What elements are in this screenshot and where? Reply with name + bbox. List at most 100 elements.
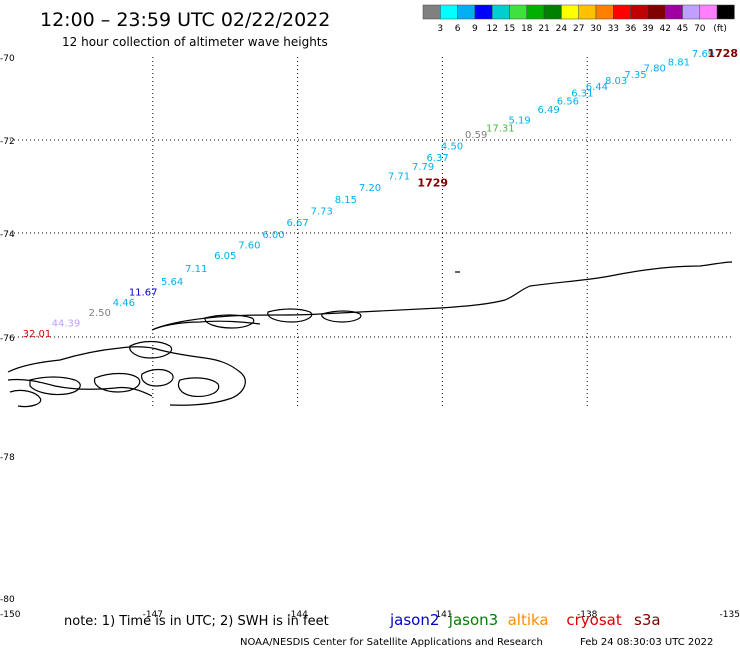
swh-point: 7.80 [644, 64, 666, 75]
scale-label: 24 [556, 24, 568, 34]
swh-point: 7.69 [692, 49, 714, 60]
y-tick-label: -70 [0, 54, 15, 64]
scale-swatch [440, 4, 458, 20]
scale-swatch [561, 4, 579, 20]
scale-label: 3 [437, 24, 443, 34]
footer-credit: NOAA/NESDIS Center for Satellite Applica… [240, 637, 543, 648]
swh-point: 7.35 [624, 70, 646, 81]
scale-swatch [647, 4, 666, 20]
x-tick-label: -147 [143, 610, 163, 620]
swh-point: 6.44 [586, 82, 608, 93]
swh-point: 7.60 [238, 241, 260, 252]
swh-point: 7.20 [359, 183, 381, 194]
coastline-segment [267, 308, 313, 323]
scale-label: 15 [504, 24, 515, 34]
swh-point: 5.19 [508, 115, 530, 126]
y-tick-label: -76 [0, 334, 15, 344]
grid [10, 57, 732, 408]
swh-point: 32.01 [23, 329, 52, 340]
scale-label: 39 [642, 24, 654, 34]
scale-swatch [716, 4, 735, 20]
scale-label: 30 [590, 24, 602, 34]
swh-point: 7.73 [311, 206, 333, 217]
scale-swatch [613, 4, 631, 20]
coastline-segment [9, 389, 42, 408]
swh-point: 6.00 [262, 230, 284, 241]
satellite-legend-item: cryosat [566, 611, 621, 629]
satellite-legend-item: jason3 [448, 611, 498, 629]
swh-point: 7.71 [388, 172, 410, 183]
y-tick-label: -80 [0, 595, 15, 605]
satellite-legend: jason2 jason3 altika cryosat s3a [389, 611, 661, 629]
coastline-segment [93, 372, 141, 393]
x-tick-label: -150 [0, 610, 21, 620]
swh-point: 11.67 [129, 287, 158, 298]
swh-point: 2.50 [89, 308, 111, 319]
scale-label: 45 [677, 24, 688, 34]
swh-point: 6.67 [286, 218, 308, 229]
scale-swatch [474, 4, 493, 20]
swh-point: 8.15 [335, 195, 357, 206]
swh-point: 0.59 [465, 130, 487, 141]
x-tick-label: -138 [577, 610, 598, 620]
satellite-legend-item: s3a [634, 611, 661, 629]
coastline-segment [177, 377, 220, 397]
y-tick-label: -72 [0, 137, 15, 147]
swh-point: 17.31 [486, 124, 515, 135]
scale-label: 42 [659, 24, 670, 34]
scale-label: 36 [625, 24, 637, 34]
y-tick-label: -78 [0, 453, 15, 463]
axis-ticks: -70 -72 -74 -76 -78 -80 -150 -147 -144 -141 -138 -1… [0, 54, 740, 620]
y-tick-label: -74 [0, 230, 15, 240]
scale-label: 6 [455, 24, 461, 34]
scale-swatch [457, 4, 476, 20]
scale-swatch [630, 4, 649, 20]
coastline-segment [141, 368, 174, 387]
scale-unit: (ft) [713, 24, 727, 34]
swh-point: 4.50 [441, 141, 463, 152]
scale-swatch [543, 4, 562, 20]
coastline-segment [7, 346, 246, 406]
coastline-segment [129, 340, 173, 359]
chart-subtitle: 12 hour collection of altimeter wave hei… [62, 35, 328, 49]
color-scale-legend: 3 6 9 12 15 18 21 24 27 30 33 36 39 42 45 70 (ft) [422, 4, 735, 34]
coastline-segment [151, 261, 733, 331]
scale-label: 70 [694, 24, 706, 34]
footer-note: note: 1) Time is in UTC; 2) SWH is in fe… [64, 614, 329, 629]
scale-swatch [664, 4, 683, 20]
swh-point: 6.05 [214, 251, 236, 262]
scale-label: 12 [486, 24, 497, 34]
swh-point: 7.11 [185, 264, 207, 275]
scale-label: 21 [538, 24, 549, 34]
satellite-legend-item: altika [508, 611, 549, 629]
swh-point: 6.49 [537, 105, 559, 116]
time-label: 1729 [417, 177, 448, 190]
swh-point: 5.64 [161, 277, 183, 288]
scale-swatch [526, 4, 545, 20]
swh-point: 44.39 [52, 319, 81, 330]
swh-point: 6.56 [557, 97, 579, 108]
swh-point: 6.37 [426, 153, 448, 164]
x-tick-label: -144 [287, 610, 308, 620]
scale-label: 27 [573, 24, 584, 34]
scale-swatch [578, 4, 597, 20]
x-tick-label: -135 [720, 610, 740, 620]
x-tick-label: -141 [432, 610, 452, 620]
swh-point: 8.81 [668, 57, 690, 68]
time-label: 1728 [707, 47, 738, 60]
coastline-segment [29, 376, 81, 396]
footer-timestamp: Feb 24 08:30:03 UTC 2022 [580, 637, 713, 648]
coastline [7, 261, 733, 408]
scale-label: 33 [608, 24, 619, 34]
scale-swatch [682, 4, 701, 20]
swh-point: 7.79 [412, 162, 434, 173]
coastline-segment [204, 314, 255, 329]
swh-point: 6.31 [571, 88, 593, 99]
satellite-legend-item: jason2 [389, 611, 439, 629]
scale-swatch [491, 4, 510, 20]
wave-height-points: 7.698.817.807.358.036.446.316.566.49 5.19… [23, 49, 715, 340]
swh-point: 8.03 [605, 76, 627, 87]
coastline-segment [151, 320, 261, 331]
